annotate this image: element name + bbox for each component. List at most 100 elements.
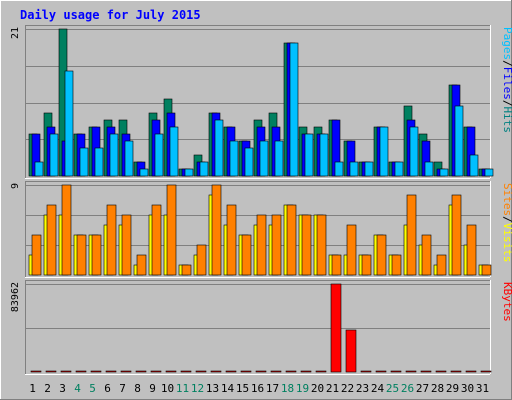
- x-tick-label-day-6: 6: [104, 382, 111, 395]
- x-tick-label-day-17: 17: [266, 382, 279, 395]
- bar-pages-day-18: [289, 42, 299, 177]
- bar-sites-day-24: [376, 234, 387, 276]
- x-tick-label-day-11: 11: [176, 382, 189, 395]
- x-tick-label-day-8: 8: [134, 382, 141, 395]
- bar-sites-day-18: [286, 204, 297, 276]
- bar-sites-day-25: [391, 254, 402, 276]
- bar-sites-day-12: [196, 244, 207, 276]
- bar-pages-day-11: [184, 168, 194, 177]
- bar-kbytes-day-18: [285, 370, 297, 373]
- bar-sites-day-19: [301, 214, 312, 276]
- x-tick-label-day-3: 3: [59, 382, 66, 395]
- bar-pages-day-8: [139, 168, 149, 177]
- panel-bottom-ymax-label: 83962: [10, 282, 21, 312]
- panel-top-legend-label: Pages/Files/Hits: [501, 27, 512, 133]
- bar-kbytes-day-22: [345, 329, 357, 373]
- bar-kbytes-day-24: [375, 370, 387, 373]
- bar-pages-day-17: [274, 140, 284, 177]
- bar-pages-day-6: [109, 133, 119, 177]
- bar-pages-day-21: [334, 161, 344, 177]
- bar-sites-day-9: [151, 204, 162, 276]
- bar-kbytes-day-13: [210, 370, 222, 373]
- bar-sites-day-26: [406, 194, 417, 276]
- bar-pages-day-4: [79, 147, 89, 177]
- bar-kbytes-day-29: [450, 370, 462, 373]
- x-tick-label-day-2: 2: [44, 382, 51, 395]
- bar-kbytes-day-6: [105, 370, 117, 373]
- bar-sites-day-27: [421, 234, 432, 276]
- panel-top-ymax-label: 21: [10, 27, 21, 39]
- bar-kbytes-day-15: [240, 370, 252, 373]
- chart-title: Daily usage for July 2015: [20, 8, 201, 22]
- panel-middle: 9 Sites/Visits: [10, 181, 512, 278]
- bar-sites-day-14: [226, 204, 237, 276]
- panel-top-legend-part: /: [501, 60, 512, 67]
- bar-kbytes-day-10: [165, 370, 177, 373]
- bar-sites-day-30: [466, 224, 477, 276]
- bar-kbytes-day-26: [405, 370, 417, 373]
- bar-pages-day-16: [259, 140, 269, 177]
- panel-top-legend-part: Pages: [501, 27, 512, 60]
- bar-pages-day-31: [484, 168, 494, 177]
- bar-sites-day-2: [46, 204, 57, 276]
- panel-bottom-legend-label: KBytes: [501, 282, 512, 322]
- bar-sites-day-6: [106, 204, 117, 276]
- x-tick-label-day-23: 23: [356, 382, 369, 395]
- bar-kbytes-day-7: [120, 370, 132, 373]
- panel-top: 21 Pages/Files/Hits: [10, 25, 512, 179]
- bar-kbytes-day-17: [270, 370, 282, 373]
- x-tick-label-day-7: 7: [119, 382, 126, 395]
- bar-pages-day-20: [319, 133, 329, 177]
- x-tick-label-day-14: 14: [221, 382, 235, 395]
- bar-sites-day-16: [256, 214, 267, 276]
- bar-pages-day-26: [409, 126, 419, 177]
- bar-sites-day-22: [346, 224, 357, 276]
- bar-pages-day-25: [394, 161, 404, 177]
- bar-sites-day-10: [166, 184, 177, 276]
- x-tick-label-day-28: 28: [431, 382, 444, 395]
- bar-sites-day-21: [331, 254, 342, 276]
- panel-top-legend-part: Hits: [501, 107, 512, 134]
- x-tick-label-day-9: 9: [149, 382, 156, 395]
- x-tick-label-day-29: 29: [446, 382, 459, 395]
- bar-kbytes-day-19: [300, 370, 312, 373]
- bar-sites-day-20: [316, 214, 327, 276]
- bar-sites-day-28: [436, 254, 447, 276]
- bar-pages-day-29: [454, 105, 464, 177]
- x-tick-label-day-22: 22: [341, 382, 354, 395]
- bar-sites-day-29: [451, 194, 462, 276]
- bar-kbytes-day-3: [60, 370, 72, 373]
- bar-pages-day-30: [469, 154, 479, 177]
- bar-pages-day-13: [214, 119, 224, 177]
- bar-pages-day-15: [244, 147, 254, 177]
- bar-pages-day-19: [304, 133, 314, 177]
- x-tick-label-day-20: 20: [311, 382, 324, 395]
- bar-pages-day-12: [199, 161, 209, 177]
- bar-sites-day-11: [181, 264, 192, 276]
- bar-kbytes-day-8: [135, 370, 147, 373]
- panel-top-legend-part: /: [501, 100, 512, 107]
- bar-kbytes-day-5: [90, 370, 102, 373]
- bar-pages-day-3: [64, 70, 74, 177]
- bar-sites-day-13: [211, 184, 222, 276]
- x-tick-label-day-26: 26: [401, 382, 414, 395]
- panel-middle-legend-part: /: [501, 216, 512, 223]
- bar-sites-day-7: [121, 214, 132, 276]
- x-tick-label-day-31: 31: [476, 382, 489, 395]
- bar-kbytes-day-16: [255, 370, 267, 373]
- panel-middle-legend-part: Visits: [501, 223, 512, 263]
- x-tick-label-day-4: 4: [74, 382, 81, 395]
- bar-pages-day-28: [439, 168, 449, 177]
- x-tick-label-day-15: 15: [236, 382, 249, 395]
- bar-kbytes-day-23: [360, 370, 372, 373]
- bar-pages-day-1: [34, 161, 44, 177]
- x-tick-label-day-19: 19: [296, 382, 309, 395]
- bar-kbytes-day-2: [45, 370, 57, 373]
- panel-bottom-legend-part: KBytes: [501, 282, 512, 322]
- x-tick-label-day-12: 12: [191, 382, 204, 395]
- bar-kbytes-day-4: [75, 370, 87, 373]
- panel-middle-ymax-label: 9: [10, 183, 21, 189]
- bar-kbytes-day-21: [330, 283, 342, 373]
